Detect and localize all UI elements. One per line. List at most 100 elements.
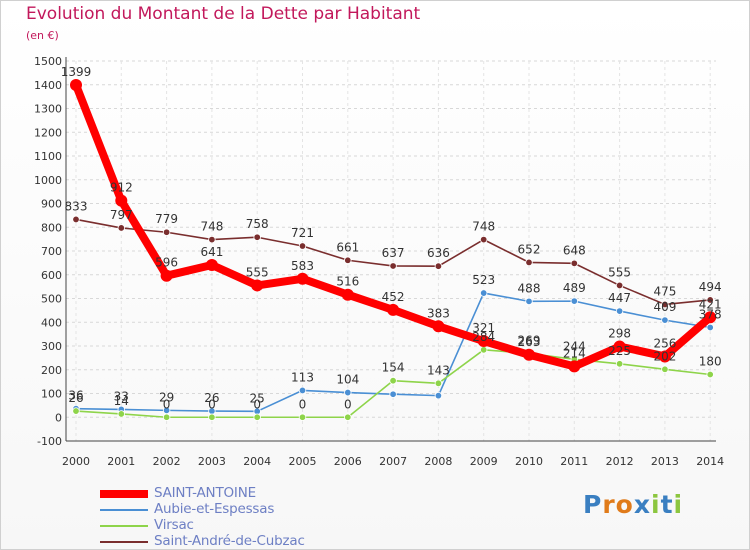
data-label-virsac: 269	[518, 333, 541, 347]
chart-legend: SAINT-ANTOINE Aubie-et-Espessas Virsac S…	[100, 485, 400, 550]
data-point-aubie-et-espessas	[480, 289, 488, 297]
data-point-aubie-et-espessas	[661, 316, 669, 324]
data-point-saint-andr-de-cubzac	[344, 256, 352, 264]
data-label-aubie-et-espessas: 36	[68, 389, 83, 403]
data-label-saint-antoine: 912	[110, 181, 133, 195]
x-tick-label: 2014	[696, 455, 724, 468]
data-label-aubie-et-espessas: 113	[291, 370, 314, 384]
x-tick-label: 2010	[515, 455, 543, 468]
data-label-aubie-et-espessas: 25	[250, 391, 265, 405]
data-label-aubie-et-espessas: 523	[472, 273, 495, 287]
data-point-saint-antoine	[477, 335, 490, 348]
legend-item-saint-antoine: SAINT-ANTOINE	[100, 485, 400, 502]
data-label-saint-andr-de-cubzac: 494	[699, 280, 722, 294]
y-tick-label: 1400	[34, 79, 62, 92]
data-label-aubie-et-espessas: 104	[336, 373, 359, 387]
data-point-saint-antoine	[432, 320, 445, 333]
data-point-aubie-et-espessas	[570, 297, 578, 305]
x-tick-label: 2012	[606, 455, 634, 468]
data-label-virsac: 225	[608, 344, 631, 358]
data-point-virsac	[480, 346, 488, 354]
data-label-saint-antoine: 641	[200, 245, 223, 259]
data-point-saint-antoine	[160, 269, 173, 282]
y-tick-label: 900	[41, 198, 62, 211]
data-label-aubie-et-espessas: 29	[159, 390, 174, 404]
data-label-virsac: 0	[163, 397, 171, 411]
data-point-saint-andr-de-cubzac	[298, 242, 307, 250]
data-point-aubie-et-espessas	[434, 391, 443, 400]
data-label-saint-andr-de-cubzac: 748	[200, 220, 223, 234]
x-tick-label: 2006	[334, 455, 362, 468]
data-label-saint-andr-de-cubzac: 797	[110, 208, 133, 222]
y-tick-label: 0	[55, 411, 62, 424]
y-tick-label: 800	[41, 221, 62, 234]
data-label-saint-andr-de-cubzac: 555	[608, 265, 631, 279]
y-tick-label: 600	[41, 269, 62, 282]
data-point-virsac	[253, 413, 261, 421]
data-point-saint-andr-de-cubzac	[661, 300, 669, 309]
legend-label-aubie-et-espessas: Aubie-et-Espessas	[154, 501, 275, 517]
x-tick-label: 2002	[153, 455, 181, 468]
data-label-aubie-et-espessas: 489	[563, 281, 586, 295]
data-label-saint-antoine: 421	[699, 297, 722, 311]
legend-swatch-virsac	[100, 525, 148, 527]
x-tick-label: 2011	[560, 455, 588, 468]
data-point-virsac	[162, 413, 171, 421]
x-tick-label: 2004	[243, 455, 271, 468]
data-label-saint-antoine: 1399	[61, 65, 92, 79]
data-point-saint-antoine	[704, 311, 717, 324]
proxiti-logo: Proxiti	[583, 490, 684, 519]
data-label-virsac: 244	[563, 339, 586, 353]
y-tick-label: 1100	[34, 150, 62, 163]
x-tick-label: 2013	[651, 455, 679, 468]
data-point-saint-andr-de-cubzac	[253, 233, 261, 241]
data-label-saint-andr-de-cubzac: 758	[246, 217, 269, 231]
data-point-aubie-et-espessas	[525, 297, 533, 306]
data-label-saint-andr-de-cubzac: 661	[336, 240, 359, 254]
data-label-aubie-et-espessas: 409	[653, 300, 676, 314]
x-tick-label: 2009	[470, 455, 498, 468]
data-point-saint-andr-de-cubzac	[706, 296, 714, 304]
data-label-aubie-et-espessas: 488	[518, 281, 541, 295]
data-label-virsac: 0	[299, 397, 307, 411]
data-point-saint-antoine	[523, 348, 535, 361]
legend-label-virsac: Virsac	[154, 517, 194, 533]
data-label-saint-andr-de-cubzac: 648	[563, 243, 586, 257]
data-label-virsac: 26	[68, 391, 83, 405]
data-point-aubie-et-espessas	[389, 390, 397, 398]
data-label-virsac: 0	[208, 397, 216, 411]
data-point-saint-antoine	[70, 78, 82, 91]
y-tick-label: 100	[41, 388, 62, 401]
data-point-virsac	[615, 360, 624, 368]
x-tick-label: 2001	[107, 455, 135, 468]
data-label-aubie-et-espessas: 33	[114, 389, 129, 403]
legend-item-aubie-et-espessas: Aubie-et-Espessas	[100, 501, 400, 518]
data-label-saint-antoine: 298	[608, 326, 631, 340]
legend-swatch-aubie-et-espessas	[100, 509, 148, 511]
data-point-saint-andr-de-cubzac	[208, 235, 216, 244]
data-label-saint-andr-de-cubzac: 833	[65, 199, 88, 213]
data-point-saint-andr-de-cubzac	[570, 259, 578, 268]
data-point-saint-andr-de-cubzac	[117, 224, 125, 232]
data-label-virsac: 143	[427, 363, 450, 377]
data-point-virsac	[298, 413, 307, 421]
data-point-virsac	[208, 413, 216, 421]
data-point-saint-antoine	[568, 360, 581, 373]
data-point-virsac	[117, 410, 125, 418]
x-tick-label: 2000	[62, 455, 90, 468]
y-tick-label: 400	[41, 316, 62, 329]
data-label-saint-antoine: 383	[427, 306, 450, 320]
y-tick-label: 1200	[34, 126, 62, 139]
data-point-virsac	[72, 407, 80, 415]
data-label-saint-andr-de-cubzac: 721	[291, 226, 314, 240]
data-point-saint-andr-de-cubzac	[72, 215, 80, 224]
y-tick-label: 700	[41, 245, 62, 258]
data-point-saint-antoine	[658, 350, 671, 363]
x-tick-label: 2007	[379, 455, 407, 468]
data-label-virsac: 0	[253, 397, 261, 411]
legend-label-saint-antoine: SAINT-ANTOINE	[154, 485, 256, 501]
data-label-saint-andr-de-cubzac: 475	[653, 284, 676, 298]
data-label-saint-andr-de-cubzac: 748	[472, 220, 495, 234]
data-label-aubie-et-espessas: 26	[204, 391, 219, 405]
